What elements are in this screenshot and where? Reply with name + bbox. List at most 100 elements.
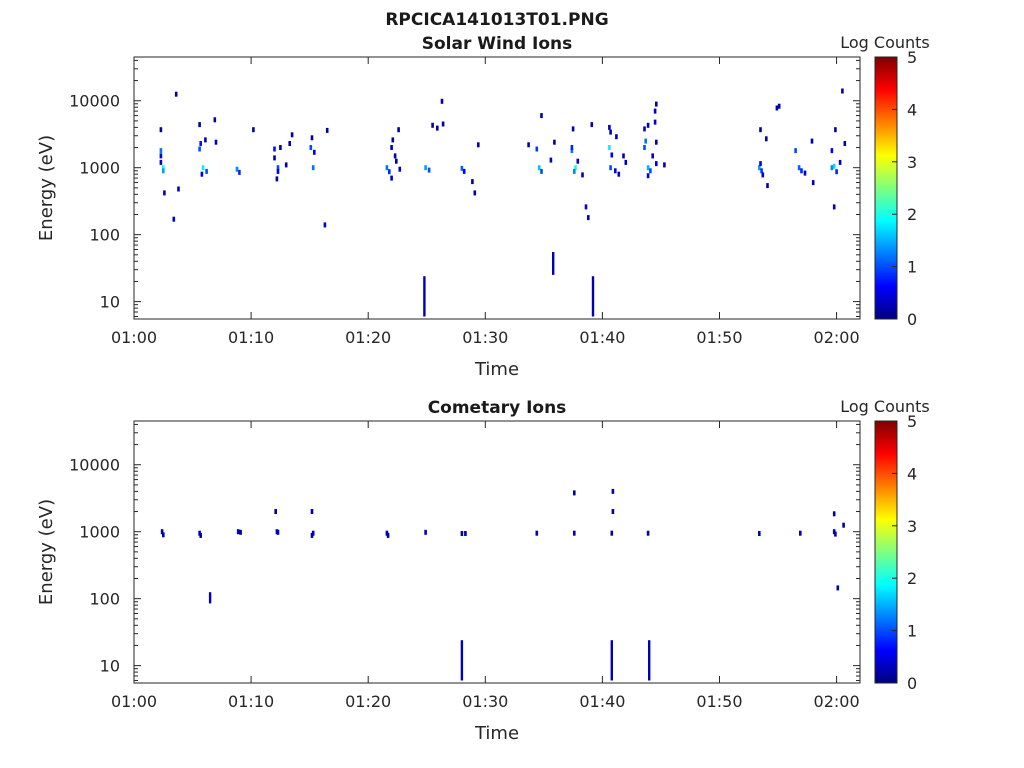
data-cell <box>535 530 539 536</box>
data-cell <box>252 127 255 133</box>
x-tick-label: 01:00 <box>111 328 157 347</box>
data-cell <box>311 165 315 171</box>
data-cell <box>473 190 477 196</box>
data-cell <box>644 138 647 144</box>
data-cell <box>610 152 614 158</box>
data-cell <box>398 166 402 172</box>
data-cell <box>388 169 391 175</box>
x-tick-label: 01:50 <box>696 328 742 347</box>
data-cell <box>213 117 217 123</box>
data-cell <box>775 105 779 111</box>
data-cell <box>310 509 314 514</box>
data-cell <box>553 139 556 145</box>
data-cell <box>199 141 202 146</box>
y-tick-label: 1000 <box>79 523 120 542</box>
data-cell <box>570 148 574 154</box>
data-cell <box>441 121 445 127</box>
data-cell <box>758 165 761 171</box>
x-axis-label: Time <box>474 359 519 380</box>
data-cell <box>655 101 658 107</box>
data-cell <box>832 204 836 210</box>
x-tick-label: 01:50 <box>696 692 742 711</box>
x-tick-label: 01:30 <box>462 328 508 347</box>
data-cell <box>797 165 801 171</box>
data-cell <box>622 153 625 159</box>
y-tick-label: 100 <box>89 590 120 609</box>
data-cell <box>477 142 480 148</box>
data-cell <box>172 216 176 222</box>
colorbar-tick-label: 4 <box>907 100 917 119</box>
data-cell <box>323 222 327 228</box>
data-cell <box>290 132 294 138</box>
data-cell <box>309 145 313 150</box>
data-cell <box>198 122 201 128</box>
colorbar <box>874 420 898 684</box>
data-cell <box>198 146 201 152</box>
y-axis-label: Energy (eV) <box>36 499 57 605</box>
data-cell <box>608 124 611 130</box>
data-cell <box>655 161 658 167</box>
data-cell <box>276 165 280 171</box>
data-cell <box>571 126 575 132</box>
data-cell <box>830 165 834 171</box>
data-cell <box>214 139 218 145</box>
data-cell <box>201 165 205 171</box>
data-cell <box>649 168 652 174</box>
data-cell <box>163 190 166 196</box>
data-cell <box>460 165 464 171</box>
data-cell <box>835 169 838 175</box>
data-cell <box>843 141 847 146</box>
data-spike <box>648 640 651 681</box>
data-cell <box>424 165 427 171</box>
data-cell <box>177 186 180 192</box>
data-cell <box>549 157 553 163</box>
data-cell <box>832 511 836 517</box>
data-cell <box>397 127 400 133</box>
data-cell <box>273 146 276 152</box>
x-tick-label: 01:00 <box>111 692 157 711</box>
data-cell <box>462 168 466 174</box>
data-cell <box>200 171 204 177</box>
data-cell <box>841 88 844 94</box>
data-cell <box>310 532 314 538</box>
data-cell <box>274 509 277 514</box>
x-tick-label: 01:10 <box>228 328 274 347</box>
data-cell <box>313 149 316 155</box>
x-tick-label: 02:00 <box>814 692 860 711</box>
colorbar-tick-label: 4 <box>907 464 917 483</box>
data-cell <box>537 165 541 171</box>
x-axis-label: Time <box>474 723 519 744</box>
colorbar-label: Log Counts <box>840 397 930 416</box>
data-cell <box>310 135 314 141</box>
y-tick-label: 10000 <box>69 92 120 111</box>
data-cell <box>653 108 657 114</box>
data-cell <box>159 148 163 154</box>
data-cell <box>239 529 242 535</box>
data-cell <box>460 531 464 536</box>
colorbar-tick-label: 2 <box>907 205 917 224</box>
data-spike <box>423 276 426 317</box>
data-cell <box>205 168 208 174</box>
data-cell <box>390 175 393 181</box>
data-spike <box>591 276 595 317</box>
data-cell <box>570 145 574 150</box>
data-cell <box>834 127 837 133</box>
data-cell <box>615 134 618 140</box>
data-cell <box>834 531 837 537</box>
plot-frame <box>133 56 861 320</box>
x-tick-label: 01:20 <box>345 692 391 711</box>
colorbar-tick-label: 0 <box>907 674 917 693</box>
data-cell <box>646 165 650 171</box>
panel-title: Solar Wind Ions <box>422 34 573 54</box>
data-cell <box>830 148 834 154</box>
data-cell <box>325 127 329 133</box>
x-tick-label: 01:20 <box>345 328 391 347</box>
data-cell <box>777 103 781 109</box>
data-cell <box>386 532 390 538</box>
data-cell <box>288 141 291 146</box>
data-cell <box>651 153 654 159</box>
data-cell <box>527 142 530 148</box>
data-cell <box>655 139 658 145</box>
data-cell <box>160 529 164 535</box>
